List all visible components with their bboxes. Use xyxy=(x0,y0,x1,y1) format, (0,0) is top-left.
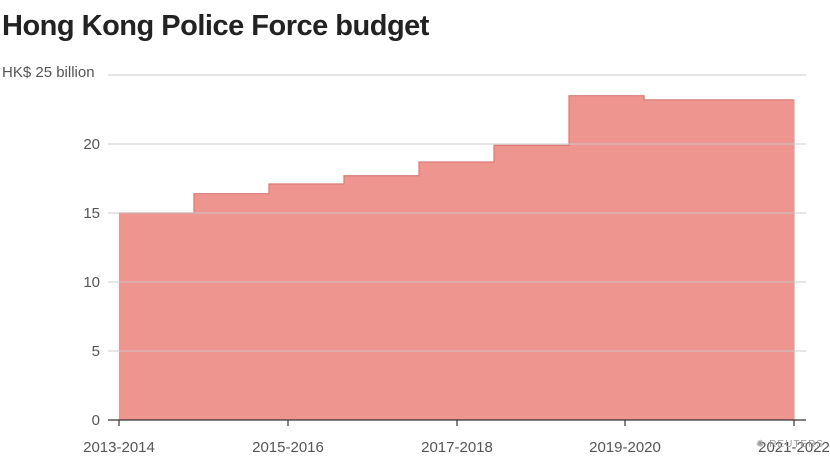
y-tick-label-0: 0 xyxy=(92,412,100,429)
x-tick-label-2021-2022: 2021-2022 xyxy=(758,439,830,456)
step-bar-2017-2018 xyxy=(419,161,495,420)
x-tick-label-2019-2020: 2019-2020 xyxy=(589,439,661,456)
y-tick-label-10: 10 xyxy=(83,274,100,291)
step-bar-2016-2017 xyxy=(344,175,420,420)
reuters-logo: ✺ REUTERS xyxy=(756,439,824,450)
x-tick-label-2015-2016: 2015-2016 xyxy=(252,439,324,456)
step-bar-2020-2021 xyxy=(644,99,720,420)
step-bar-2014-2015 xyxy=(194,193,270,420)
step-bar-2021-2022 xyxy=(719,99,795,420)
y-tick-label-20: 20 xyxy=(83,136,100,153)
step-bar-2019-2020 xyxy=(569,95,645,420)
y-axis-unit-label: HK$ 25 billion xyxy=(2,64,95,81)
y-tick-label-5: 5 xyxy=(92,343,100,360)
step-bar-2015-2016 xyxy=(269,184,345,420)
reuters-logo-text: REUTERS xyxy=(769,439,824,450)
step-bar-2018-2019 xyxy=(494,145,570,420)
step-bar-2013-2014 xyxy=(119,213,195,420)
chart-title: Hong Kong Police Force budget xyxy=(2,10,429,42)
reuters-logo-icon: ✺ xyxy=(756,439,766,450)
x-tick-label-2017-2018: 2017-2018 xyxy=(421,439,493,456)
x-tick-label-2013-2014: 2013-2014 xyxy=(83,439,155,456)
y-tick-label-15: 15 xyxy=(83,205,100,222)
step-outline xyxy=(119,95,794,214)
